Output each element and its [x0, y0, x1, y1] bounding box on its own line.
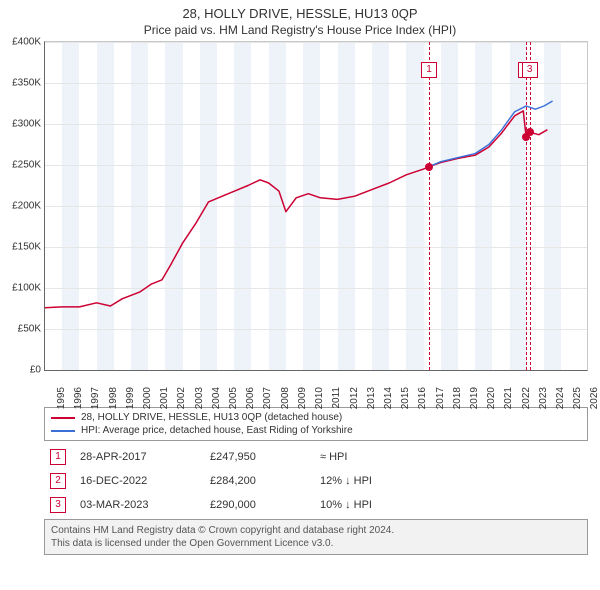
y-axis-label: £50K	[1, 324, 41, 335]
sale-marker-icon: 3	[50, 497, 66, 513]
sale-date: 03-MAR-2023	[80, 499, 210, 511]
x-axis-label: 2015	[400, 387, 411, 409]
x-axis-label: 2001	[159, 387, 170, 409]
x-axis-label: 2016	[417, 387, 428, 409]
x-axis-label: 2023	[538, 387, 549, 409]
sale-delta: 10% ↓ HPI	[320, 499, 582, 511]
footer-attribution: Contains HM Land Registry data © Crown c…	[44, 519, 588, 555]
x-axis-label: 2022	[521, 387, 532, 409]
sale-price: £247,950	[210, 451, 320, 463]
legend-label: HPI: Average price, detached house, East…	[81, 425, 353, 436]
x-axis-label: 2013	[366, 387, 377, 409]
sale-delta: 12% ↓ HPI	[320, 475, 582, 487]
sale-price: £290,000	[210, 499, 320, 511]
sale-marker-icon: 1	[50, 449, 66, 465]
y-axis-label: £350K	[1, 78, 41, 89]
y-axis-label: £150K	[1, 242, 41, 253]
x-axis-label: 1996	[73, 387, 84, 409]
legend-box: 28, HOLLY DRIVE, HESSLE, HU13 0QP (detac…	[44, 407, 588, 441]
legend-swatch	[51, 417, 75, 419]
x-axis-label: 2017	[435, 387, 446, 409]
y-axis-label: £100K	[1, 283, 41, 294]
legend-swatch	[51, 430, 75, 432]
footer-line: This data is licensed under the Open Gov…	[51, 537, 581, 550]
sale-marker-icon: 2	[50, 473, 66, 489]
x-axis-label: 2005	[228, 387, 239, 409]
x-axis-label: 2002	[177, 387, 188, 409]
x-axis-label: 2010	[314, 387, 325, 409]
y-axis-label: £200K	[1, 201, 41, 212]
legend-item: 28, HOLLY DRIVE, HESSLE, HU13 0QP (detac…	[51, 411, 581, 424]
legend-label: 28, HOLLY DRIVE, HESSLE, HU13 0QP (detac…	[81, 412, 342, 423]
y-axis-label: £250K	[1, 160, 41, 171]
sale-delta: ≈ HPI	[320, 451, 582, 463]
chart-title: 28, HOLLY DRIVE, HESSLE, HU13 0QP	[0, 0, 600, 21]
x-axis-label: 2025	[572, 387, 583, 409]
x-axis-label: 2008	[280, 387, 291, 409]
sale-date: 28-APR-2017	[80, 451, 210, 463]
x-axis-label: 1998	[108, 387, 119, 409]
x-axis-label: 1999	[125, 387, 136, 409]
x-axis-label: 1995	[56, 387, 67, 409]
sale-point-icon	[526, 128, 534, 136]
x-axis-label: 2026	[590, 387, 600, 409]
sale-price: £284,200	[210, 475, 320, 487]
sales-table: 1 28-APR-2017 £247,950 ≈ HPI 2 16-DEC-20…	[44, 445, 588, 517]
sale-row: 1 28-APR-2017 £247,950 ≈ HPI	[44, 445, 588, 469]
footer-line: Contains HM Land Registry data © Crown c…	[51, 524, 581, 537]
chart-marker-icon: 3	[522, 62, 538, 78]
x-axis-label: 2019	[469, 387, 480, 409]
x-axis-label: 2007	[263, 387, 274, 409]
sale-date: 16-DEC-2022	[80, 475, 210, 487]
x-axis-label: 2021	[503, 387, 514, 409]
x-axis-label: 2006	[245, 387, 256, 409]
x-axis-label: 2003	[194, 387, 205, 409]
y-axis-label: £400K	[1, 37, 41, 48]
x-axis-label: 1997	[91, 387, 102, 409]
chart-subtitle: Price paid vs. HM Land Registry's House …	[0, 21, 600, 41]
y-axis-label: £0	[1, 365, 41, 376]
sale-point-icon	[425, 163, 433, 171]
x-axis-label: 2014	[383, 387, 394, 409]
x-axis-label: 2004	[211, 387, 222, 409]
legend-item: HPI: Average price, detached house, East…	[51, 424, 581, 437]
sale-row: 2 16-DEC-2022 £284,200 12% ↓ HPI	[44, 469, 588, 493]
x-axis-label: 2018	[452, 387, 463, 409]
x-axis-label: 2000	[142, 387, 153, 409]
price-chart: £0£50K£100K£150K£200K£250K£300K£350K£400…	[44, 41, 588, 371]
sale-row: 3 03-MAR-2023 £290,000 10% ↓ HPI	[44, 493, 588, 517]
x-axis-label: 2020	[486, 387, 497, 409]
y-axis-label: £300K	[1, 119, 41, 130]
chart-marker-icon: 1	[421, 62, 437, 78]
x-axis-label: 2024	[555, 387, 566, 409]
x-axis-label: 2009	[297, 387, 308, 409]
x-axis-label: 2012	[349, 387, 360, 409]
x-axis-label: 2011	[331, 387, 342, 409]
